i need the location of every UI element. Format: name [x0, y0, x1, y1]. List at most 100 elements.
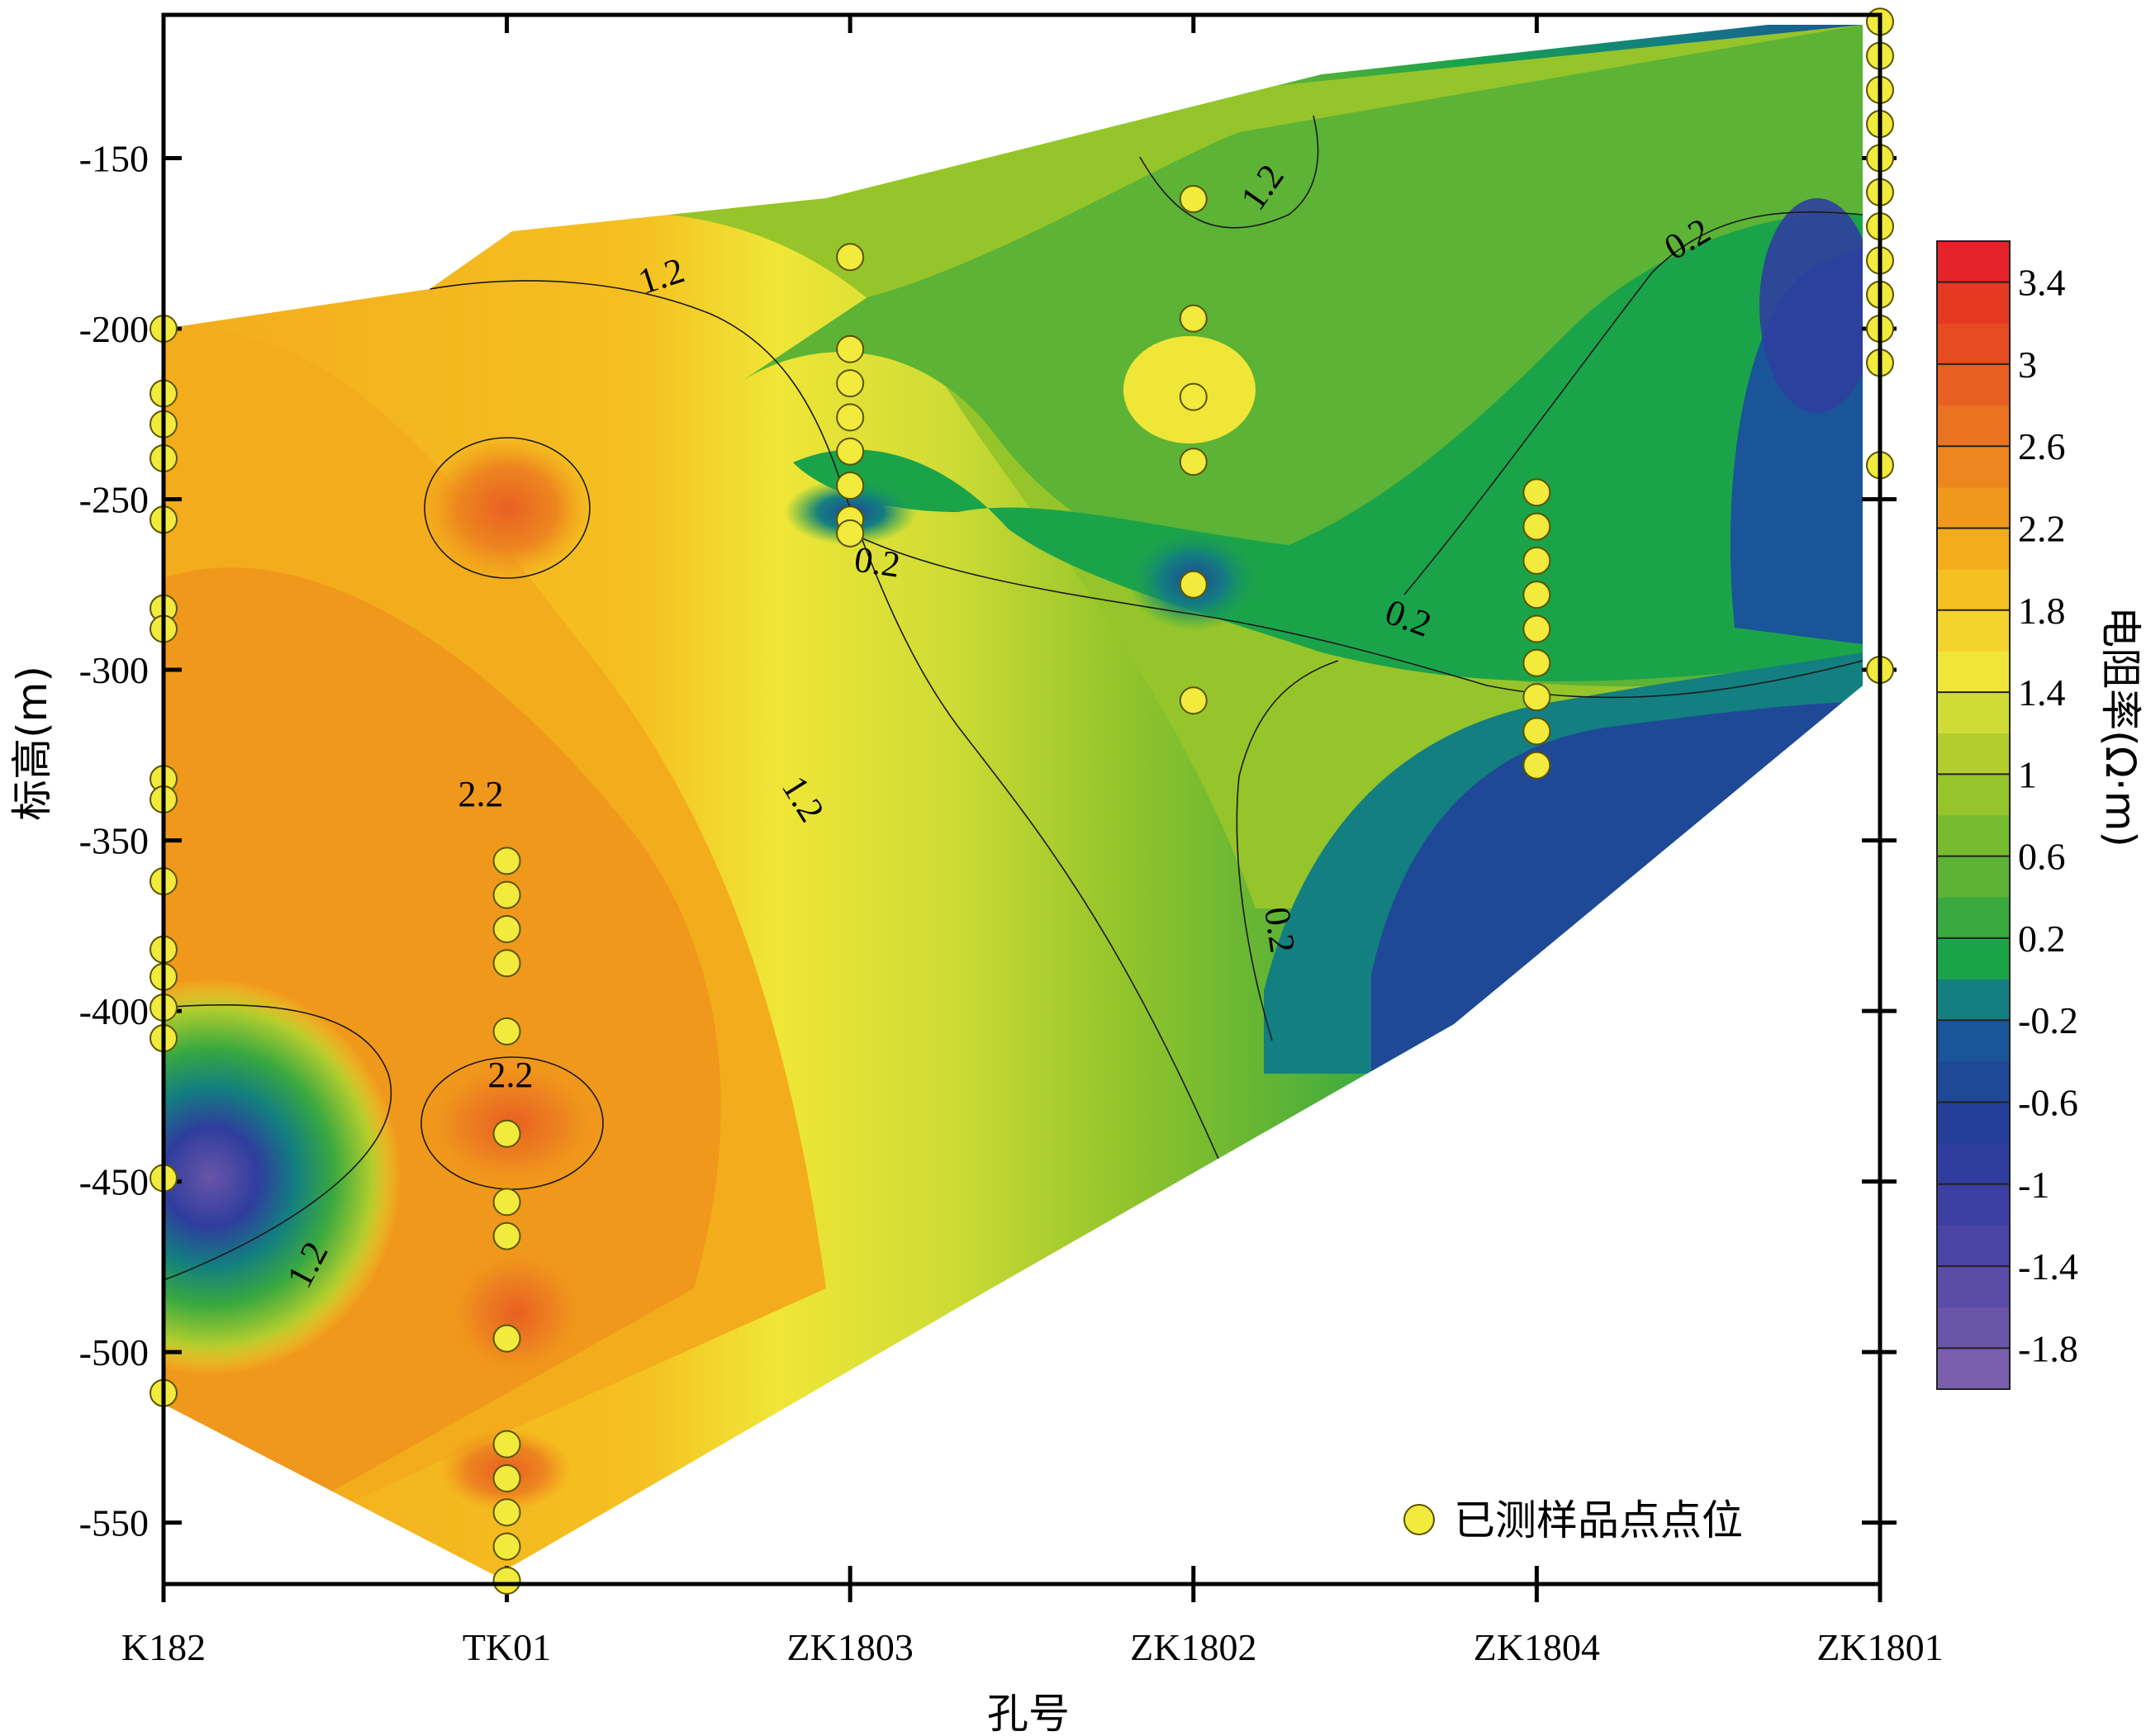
- x-tick-label: ZK1804: [1474, 1626, 1600, 1668]
- sample-point: [1179, 304, 1208, 333]
- sample-point: [492, 914, 521, 943]
- colorbar-band: [1937, 733, 2010, 775]
- sample-point: [492, 1498, 521, 1527]
- colorbar-band: [1937, 363, 2010, 406]
- sample-point: [836, 472, 865, 500]
- contour-lines: [164, 115, 1863, 1289]
- sample-point: [836, 334, 865, 363]
- y-tick-label: -300: [79, 649, 149, 691]
- colorbar-tick-label: 0.2: [2018, 918, 2066, 960]
- x-tick-label: ZK1803: [787, 1626, 914, 1668]
- legend-marker: [1403, 1504, 1435, 1535]
- y-tick-label: -250: [79, 479, 149, 521]
- colorbar-band: [1937, 1266, 2010, 1308]
- colorbar-band: [1937, 1307, 2010, 1349]
- colorbar-band: [1937, 569, 2010, 611]
- y-tick-label: -500: [79, 1331, 149, 1373]
- colorbar-tick-label: 2.2: [2018, 508, 2066, 550]
- colorbar-tick-label: 3.4: [2018, 262, 2066, 304]
- colorbar-band: [1937, 528, 2010, 570]
- colorbar-tick-label: -1.4: [2018, 1245, 2078, 1288]
- colorbar-band: [1937, 1020, 2010, 1062]
- colorbar-band: [1937, 241, 2010, 283]
- colorbar-band: [1937, 774, 2010, 816]
- colorbar-band: [1937, 1225, 2010, 1267]
- sample-point: [1179, 686, 1208, 715]
- contour-label: 0.2: [1256, 904, 1303, 955]
- colorbar-band: [1937, 1060, 2010, 1103]
- sample-point: [1522, 478, 1551, 507]
- x-tick-label: TK01: [463, 1626, 551, 1668]
- colorbar-band: [1937, 856, 2010, 898]
- sample-point: [1522, 614, 1551, 643]
- sample-point: [836, 437, 865, 466]
- y-axis-label: 标高(m): [8, 666, 56, 821]
- colorbar-band: [1937, 897, 2010, 939]
- sample-point: [492, 1324, 521, 1353]
- sample-point: [1179, 448, 1208, 477]
- legend-label: 已测样品点点位: [1454, 1496, 1743, 1544]
- colorbar-band: [1937, 815, 2010, 857]
- sample-point: [1522, 512, 1551, 541]
- sample-point: [1522, 717, 1551, 746]
- sample-point: [492, 880, 521, 909]
- sample-point: [1522, 581, 1551, 609]
- x-tick-label: ZK1801: [1816, 1626, 1943, 1668]
- sample-point: [492, 1188, 521, 1217]
- colorbar-band: [1937, 1102, 2010, 1144]
- sample-point: [492, 1566, 521, 1595]
- resistivity-field: [164, 25, 1863, 1576]
- x-axis-label: 孔号: [987, 1690, 1070, 1736]
- sample-point: [836, 519, 865, 548]
- x-tick-label: ZK1802: [1130, 1626, 1256, 1668]
- colorbar-tick-label: -0.6: [2018, 1082, 2078, 1124]
- sample-point: [1522, 546, 1551, 575]
- colorbar-tick-label: 2.6: [2018, 425, 2066, 467]
- contour-label: 2.2: [488, 1055, 534, 1095]
- colorbar-tick-label: 0.6: [2018, 836, 2066, 878]
- colorbar-band: [1937, 651, 2010, 693]
- sample-point: [492, 1017, 521, 1046]
- colorbar-band: [1937, 405, 2010, 447]
- x-tick-label: K182: [121, 1626, 206, 1668]
- colorbar-tick-label: 1.8: [2018, 590, 2066, 632]
- y-tick-label: -350: [79, 820, 149, 862]
- plot-frame: [161, 12, 1882, 1587]
- sample-point: [492, 1532, 521, 1561]
- y-tick-label: -400: [79, 990, 149, 1032]
- y-axis-ticks: -150 -200 -250 -300 -350 -400 -450 -500 -550: [79, 137, 1897, 1544]
- sample-point: [1179, 570, 1208, 599]
- sample-point: [1522, 648, 1551, 677]
- colorbar-tick-label: 3: [2018, 344, 2037, 386]
- colorbar-band: [1937, 609, 2010, 652]
- colorbar-band: [1937, 1348, 2010, 1390]
- sample-point: [492, 949, 521, 978]
- colorbar-tick-label: 1: [2018, 753, 2037, 795]
- colorbar-tick-label: -1: [2018, 1164, 2049, 1206]
- x-axis-ticks: K182 TK01 ZK1803 ZK1802 ZK1804 ZK1801: [121, 15, 1944, 1668]
- sample-point: [492, 1463, 521, 1492]
- sample-point: [492, 1430, 521, 1459]
- y-tick-label: -550: [79, 1502, 149, 1544]
- colorbar-band: [1937, 1143, 2010, 1185]
- y-tick-label: -450: [79, 1161, 149, 1203]
- contour-label: 0.2: [852, 539, 902, 586]
- sample-point: [1522, 683, 1551, 712]
- colorbar-tick-label: -1.8: [2018, 1327, 2078, 1369]
- colorbar-band: [1937, 692, 2010, 734]
- colorbar-frame: [1936, 240, 2011, 1390]
- sample-point: [492, 1221, 521, 1250]
- colorbar-band: [1937, 979, 2010, 1021]
- sample-point: [836, 369, 865, 398]
- sample-point: [1179, 185, 1208, 214]
- colorbar-band: [1937, 486, 2010, 529]
- colorbar-band: [1937, 282, 2010, 324]
- y-tick-label: -200: [79, 308, 149, 350]
- colorbar-tick-label: -0.2: [2018, 999, 2078, 1041]
- legend: 已测样品点点位: [1403, 1496, 1743, 1544]
- colorbar-band: [1937, 323, 2010, 365]
- sample-point: [1522, 751, 1551, 780]
- sample-point: [836, 243, 865, 272]
- sample-point: [1179, 382, 1208, 411]
